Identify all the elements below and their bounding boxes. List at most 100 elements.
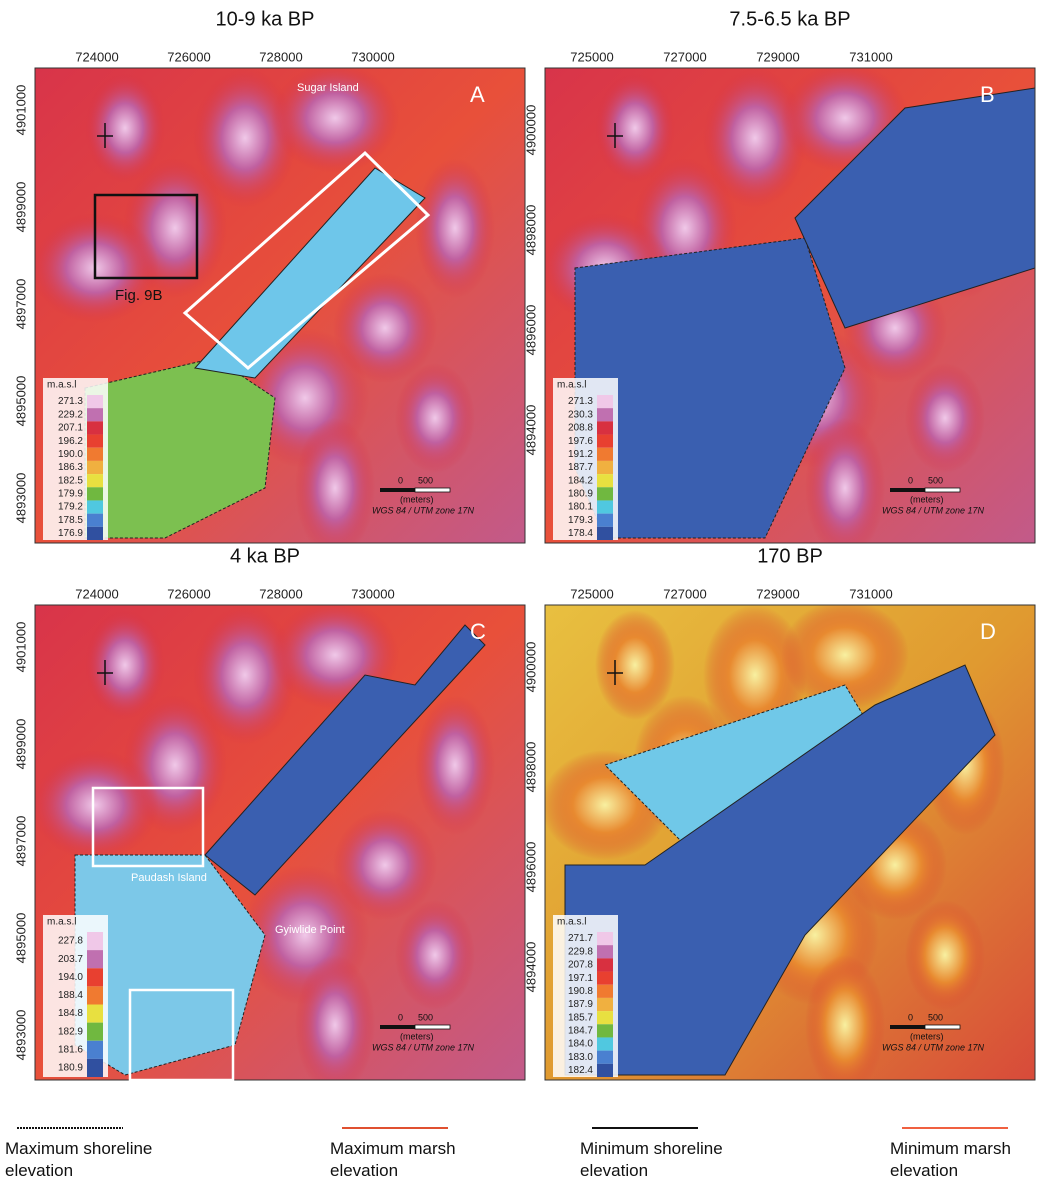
y-tick-label: 4894000 xyxy=(523,942,538,993)
scale-crs: WGS 84 / UTM zone 17N xyxy=(372,505,475,515)
x-tick-label: 730000 xyxy=(351,49,394,64)
legend-swatch xyxy=(87,514,103,527)
panel-title: 10-9 ka BP xyxy=(216,8,315,30)
x-tick-label: 724000 xyxy=(75,49,118,64)
y-tick-label: 4896000 xyxy=(523,842,538,893)
legend-value: 180.9 xyxy=(568,489,593,500)
legend-swatch xyxy=(597,461,613,474)
x-tick-label: 727000 xyxy=(663,49,706,64)
legend-value: 180.1 xyxy=(568,502,593,513)
y-tick-label: 4896000 xyxy=(523,305,538,356)
legend-value: 190.0 xyxy=(58,449,83,460)
scale-bar-half xyxy=(415,1025,450,1029)
y-tick-label: 4895000 xyxy=(13,376,28,427)
legend-label-line: elevation xyxy=(890,1161,958,1180)
hill xyxy=(905,900,985,1010)
legend-title: m.a.s.l xyxy=(47,380,76,391)
legend-value: 181.6 xyxy=(58,1044,83,1055)
y-tick-label: 4897000 xyxy=(13,816,28,867)
legend-title: m.a.s.l xyxy=(557,917,586,928)
legend-value: 188.4 xyxy=(58,990,83,1001)
legend-value: 271.3 xyxy=(568,396,593,407)
hill xyxy=(415,695,495,835)
scale-bar-half xyxy=(925,488,960,492)
legend-value: 184.2 xyxy=(568,475,593,486)
scale-crs: WGS 84 / UTM zone 17N xyxy=(372,1042,475,1052)
x-tick-label: 727000 xyxy=(663,586,706,601)
legend-value: 176.9 xyxy=(58,528,83,539)
panel-title: 4 ka BP xyxy=(230,545,300,567)
x-tick-label: 728000 xyxy=(259,49,302,64)
y-tick-label: 4900000 xyxy=(523,642,538,693)
legend-value: 196.2 xyxy=(58,436,83,447)
legend-swatch xyxy=(87,448,103,461)
x-tick-label: 731000 xyxy=(849,586,892,601)
legend-swatch xyxy=(597,945,613,958)
legend-value: 190.8 xyxy=(568,986,593,997)
legend-swatch xyxy=(87,1005,103,1023)
elevation-legend: m.a.s.l227.8203.7194.0188.4184.8182.9181… xyxy=(43,915,108,1077)
scale-zero: 0 xyxy=(398,1012,403,1022)
y-tick-label: 4897000 xyxy=(13,279,28,330)
legend-swatch xyxy=(87,950,103,968)
legend-value: 187.7 xyxy=(568,462,593,473)
legend-value: 179.9 xyxy=(58,489,83,500)
inset-label: Fig. 9B xyxy=(115,287,163,304)
legend-label: Maximum marshelevation xyxy=(330,1139,456,1180)
legend-value: 197.1 xyxy=(568,973,593,984)
map-panel: Bm.a.s.l271.3230.3208.8197.6191.2187.718… xyxy=(541,63,1035,558)
legend-title: m.a.s.l xyxy=(47,917,76,928)
legend-label-line: Minimum marsh xyxy=(890,1139,1011,1158)
y-tick-label: 4899000 xyxy=(13,182,28,233)
panel-title: 7.5-6.5 ka BP xyxy=(729,8,850,30)
legend-swatch xyxy=(87,1059,103,1077)
x-tick-label: 728000 xyxy=(259,586,302,601)
x-tick-label: 731000 xyxy=(849,49,892,64)
elevation-legend: m.a.s.l271.3229.2207.1196.2190.0186.3182… xyxy=(43,378,108,540)
hill xyxy=(395,363,475,473)
legend-swatch xyxy=(597,514,613,527)
y-tick-label: 4893000 xyxy=(13,1010,28,1061)
legend-swatch xyxy=(87,487,103,500)
y-tick-label: 4895000 xyxy=(13,913,28,964)
scale-length: 500 xyxy=(928,475,943,485)
legend-swatch xyxy=(597,1037,613,1050)
legend-swatch xyxy=(87,461,103,474)
legend-value: 230.3 xyxy=(568,409,593,420)
hill xyxy=(805,955,885,1095)
legend-value: 182.5 xyxy=(58,475,83,486)
legend-value: 180.9 xyxy=(58,1063,83,1074)
y-tick-label: 4894000 xyxy=(523,405,538,456)
map-panel: Cm.a.s.l227.8203.7194.0188.4184.8182.918… xyxy=(31,600,525,1095)
panel-letter: A xyxy=(470,82,485,107)
legend-value: 178.4 xyxy=(568,528,593,539)
legend-label: Maximum shorelineelevation xyxy=(5,1139,152,1180)
scale-zero: 0 xyxy=(908,475,913,485)
legend-label: Minimum marsh elevation xyxy=(890,1139,1011,1180)
legend-label-line: elevation xyxy=(580,1161,648,1180)
y-tick-label: 4901000 xyxy=(13,85,28,136)
scale-unit: (meters) xyxy=(400,494,434,504)
legend-swatch xyxy=(597,487,613,500)
legend-swatch xyxy=(597,972,613,985)
scale-zero: 0 xyxy=(908,1012,913,1022)
legend-value: 187.9 xyxy=(568,999,593,1010)
panel-letter: D xyxy=(980,619,996,644)
y-tick-label: 4898000 xyxy=(523,205,538,256)
legend-value: 184.0 xyxy=(568,1039,593,1050)
scale-length: 500 xyxy=(418,1012,433,1022)
elevation-legend: m.a.s.l271.3230.3208.8197.6191.2187.7184… xyxy=(553,378,618,540)
y-tick-label: 4901000 xyxy=(13,622,28,673)
scale-crs: WGS 84 / UTM zone 17N xyxy=(882,1042,985,1052)
legend-value: 185.7 xyxy=(568,1012,593,1023)
hill xyxy=(805,418,885,558)
hill xyxy=(415,158,495,298)
figure: Am.a.s.l271.3229.2207.1196.2190.0186.318… xyxy=(0,0,1048,1186)
legend-swatch xyxy=(597,958,613,971)
legend-swatch xyxy=(597,1024,613,1037)
x-tick-label: 729000 xyxy=(756,586,799,601)
panel-title: 170 BP xyxy=(757,545,823,567)
legend-swatch xyxy=(597,932,613,945)
panel-letter: C xyxy=(470,619,486,644)
hill xyxy=(395,900,475,1010)
